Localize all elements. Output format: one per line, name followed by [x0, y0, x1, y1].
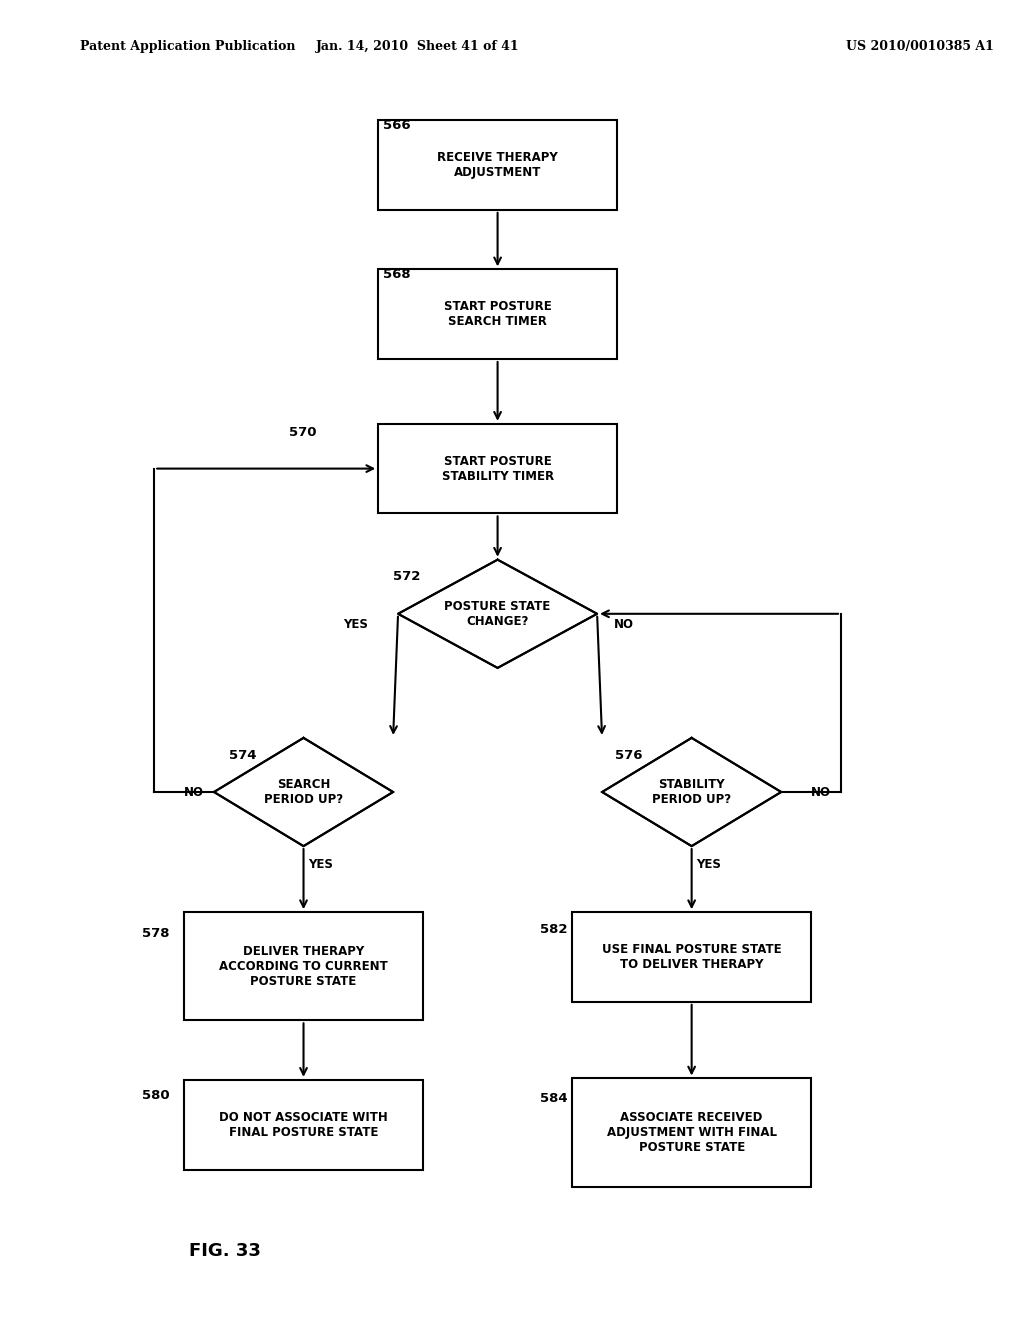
- Text: 568: 568: [383, 268, 411, 281]
- Text: YES: YES: [696, 858, 722, 871]
- Text: ASSOCIATE RECEIVED
ADJUSTMENT WITH FINAL
POSTURE STATE: ASSOCIATE RECEIVED ADJUSTMENT WITH FINAL…: [606, 1111, 776, 1154]
- Text: 584: 584: [541, 1092, 568, 1105]
- Text: START POSTURE
STABILITY TIMER: START POSTURE STABILITY TIMER: [441, 454, 554, 483]
- FancyBboxPatch shape: [184, 1080, 423, 1170]
- Polygon shape: [398, 560, 597, 668]
- Text: NO: NO: [811, 785, 831, 799]
- Polygon shape: [602, 738, 781, 846]
- Text: USE FINAL POSTURE STATE
TO DELIVER THERAPY: USE FINAL POSTURE STATE TO DELIVER THERA…: [602, 942, 781, 972]
- Text: DO NOT ASSOCIATE WITH
FINAL POSTURE STATE: DO NOT ASSOCIATE WITH FINAL POSTURE STAT…: [219, 1110, 388, 1139]
- FancyBboxPatch shape: [572, 912, 811, 1002]
- Text: US 2010/0010385 A1: US 2010/0010385 A1: [846, 40, 993, 53]
- FancyBboxPatch shape: [184, 912, 423, 1020]
- Text: SEARCH
PERIOD UP?: SEARCH PERIOD UP?: [264, 777, 343, 807]
- Text: Patent Application Publication: Patent Application Publication: [80, 40, 295, 53]
- Text: DELIVER THERAPY
ACCORDING TO CURRENT
POSTURE STATE: DELIVER THERAPY ACCORDING TO CURRENT POS…: [219, 945, 388, 987]
- Text: NO: NO: [184, 785, 204, 799]
- Text: POSTURE STATE
CHANGE?: POSTURE STATE CHANGE?: [444, 599, 551, 628]
- Text: FIG. 33: FIG. 33: [189, 1242, 261, 1261]
- Text: 570: 570: [289, 426, 316, 440]
- Text: 580: 580: [142, 1089, 170, 1102]
- Text: YES: YES: [343, 618, 369, 631]
- Text: START POSTURE
SEARCH TIMER: START POSTURE SEARCH TIMER: [443, 300, 552, 329]
- Text: 566: 566: [383, 119, 411, 132]
- Text: NO: NO: [614, 618, 634, 631]
- FancyBboxPatch shape: [572, 1078, 811, 1187]
- FancyBboxPatch shape: [378, 120, 617, 210]
- Text: 574: 574: [229, 748, 256, 762]
- Text: 572: 572: [393, 570, 421, 583]
- Text: RECEIVE THERAPY
ADJUSTMENT: RECEIVE THERAPY ADJUSTMENT: [437, 150, 558, 180]
- Polygon shape: [214, 738, 393, 846]
- Text: Jan. 14, 2010  Sheet 41 of 41: Jan. 14, 2010 Sheet 41 of 41: [316, 40, 520, 53]
- FancyBboxPatch shape: [378, 269, 617, 359]
- Text: YES: YES: [308, 858, 334, 871]
- FancyBboxPatch shape: [378, 424, 617, 513]
- Text: 576: 576: [615, 748, 642, 762]
- Text: STABILITY
PERIOD UP?: STABILITY PERIOD UP?: [652, 777, 731, 807]
- Text: 582: 582: [541, 923, 568, 936]
- Text: 578: 578: [142, 927, 170, 940]
